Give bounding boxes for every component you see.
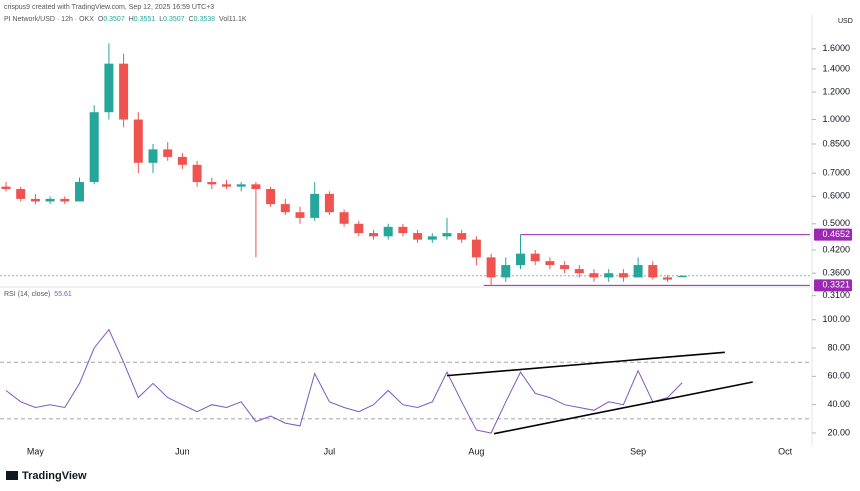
level-label: 0.4652 — [822, 229, 850, 239]
candle-body — [354, 223, 364, 234]
brand-name: TradingView — [22, 470, 87, 482]
candle-body — [75, 182, 84, 202]
credit: crispus9 created with TradingView.com, S… — [4, 4, 214, 11]
y-tick-label: 1.0000 — [822, 114, 850, 124]
y-tick-label: 0.4200 — [822, 244, 850, 254]
candle-body — [89, 112, 99, 183]
symbol: PI Network/USD · 12h · OKX — [4, 16, 94, 23]
candle-body — [251, 184, 261, 190]
candle-body — [486, 257, 496, 278]
candle-body — [589, 273, 599, 278]
candle-body — [310, 193, 320, 218]
candle-body — [60, 198, 70, 202]
volume: Vol11.1K — [219, 16, 247, 23]
candle-body — [163, 149, 173, 157]
ohlc-label: C — [189, 16, 194, 23]
y-tick-label: 0.6000 — [822, 191, 850, 201]
rsi-line — [5, 328, 683, 434]
candle-body — [207, 182, 217, 185]
candle-body — [663, 277, 672, 280]
candle-body — [280, 204, 290, 213]
candle-body — [633, 265, 643, 278]
rsi-value: 55.61 — [54, 291, 72, 298]
y-tick-label: 0.3100 — [822, 290, 850, 300]
ohlc-label: H — [129, 16, 134, 23]
y-tick-label: 0.3600 — [822, 268, 850, 278]
y-tick-label: 20.00 — [827, 427, 850, 437]
candle-body — [16, 189, 26, 199]
rsi-header: RSI (14, close) 55.61 — [4, 291, 72, 298]
candle-body — [324, 193, 334, 213]
y-tick-label: 100.00 — [822, 314, 850, 324]
symbol-header: PI Network/USD · 12h · OKX O0.3507 H0.3551… — [4, 16, 247, 23]
level-label-box — [814, 279, 852, 292]
y-tick-label: 80.00 — [827, 342, 850, 352]
level-label-box — [814, 228, 852, 241]
candle-body — [1, 186, 11, 190]
candle-body — [192, 164, 202, 183]
candle-body — [560, 265, 570, 270]
candle-body — [133, 119, 143, 163]
candle-body — [471, 239, 481, 258]
candle-body — [177, 156, 187, 165]
currency: USD — [838, 18, 853, 25]
candle-body — [236, 184, 246, 187]
x-tick-label: Aug — [468, 446, 484, 456]
ohlc-value: 0.3507 — [103, 16, 125, 23]
ohlc-value: 0.3507 — [163, 16, 185, 23]
candle-body — [339, 212, 349, 224]
brand: TradingView — [6, 470, 87, 482]
candle-body — [119, 63, 129, 120]
ohlc-label: L — [159, 16, 163, 23]
candle-body — [545, 261, 555, 266]
candle-body — [148, 149, 158, 163]
y-tick-label: 40.00 — [827, 399, 850, 409]
x-tick-label: Jul — [324, 446, 336, 456]
candle-body — [618, 273, 628, 278]
y-tick-label: 0.5000 — [822, 218, 850, 228]
candle-body — [427, 236, 437, 240]
trendline — [493, 381, 753, 435]
candle-body — [574, 269, 584, 274]
candle-body — [516, 253, 525, 266]
candle-body — [45, 198, 55, 202]
candle-body — [457, 233, 467, 240]
x-tick-label: Oct — [778, 446, 793, 456]
candle-body — [604, 273, 614, 278]
brand-logo — [6, 471, 18, 480]
candle-body — [530, 253, 540, 262]
ohlc-value: 0.3551 — [134, 16, 156, 23]
ohlc-label: O — [98, 16, 104, 23]
candle-body — [369, 233, 378, 237]
x-tick-label: May — [27, 446, 45, 456]
candle-body — [442, 233, 452, 237]
candle-body — [30, 198, 40, 202]
rsi-title: RSI (14, close) — [4, 291, 50, 298]
y-tick-label: 1.6000 — [822, 43, 850, 53]
x-tick-label: Sep — [630, 446, 646, 456]
y-tick-label: 1.2000 — [822, 86, 850, 96]
candle-body — [501, 265, 511, 278]
candle-body — [266, 189, 276, 205]
y-tick-label: 60.00 — [827, 371, 850, 381]
trendline — [446, 351, 725, 377]
y-tick-label: 0.7000 — [822, 168, 850, 178]
level-label: 0.3321 — [822, 280, 850, 290]
x-tick-label: Jun — [175, 446, 190, 456]
candle-body — [295, 212, 305, 218]
candle-body — [677, 275, 687, 278]
ohlc-value: 0.3538 — [194, 16, 216, 23]
y-tick-label: 1.4000 — [822, 63, 850, 73]
candle-body — [104, 63, 114, 113]
candle-body — [648, 265, 658, 278]
candle-body — [398, 226, 408, 234]
candle-body — [413, 233, 423, 240]
candle-body — [383, 226, 393, 237]
y-tick-label: 0.8500 — [822, 138, 850, 148]
candle-body — [222, 184, 231, 187]
